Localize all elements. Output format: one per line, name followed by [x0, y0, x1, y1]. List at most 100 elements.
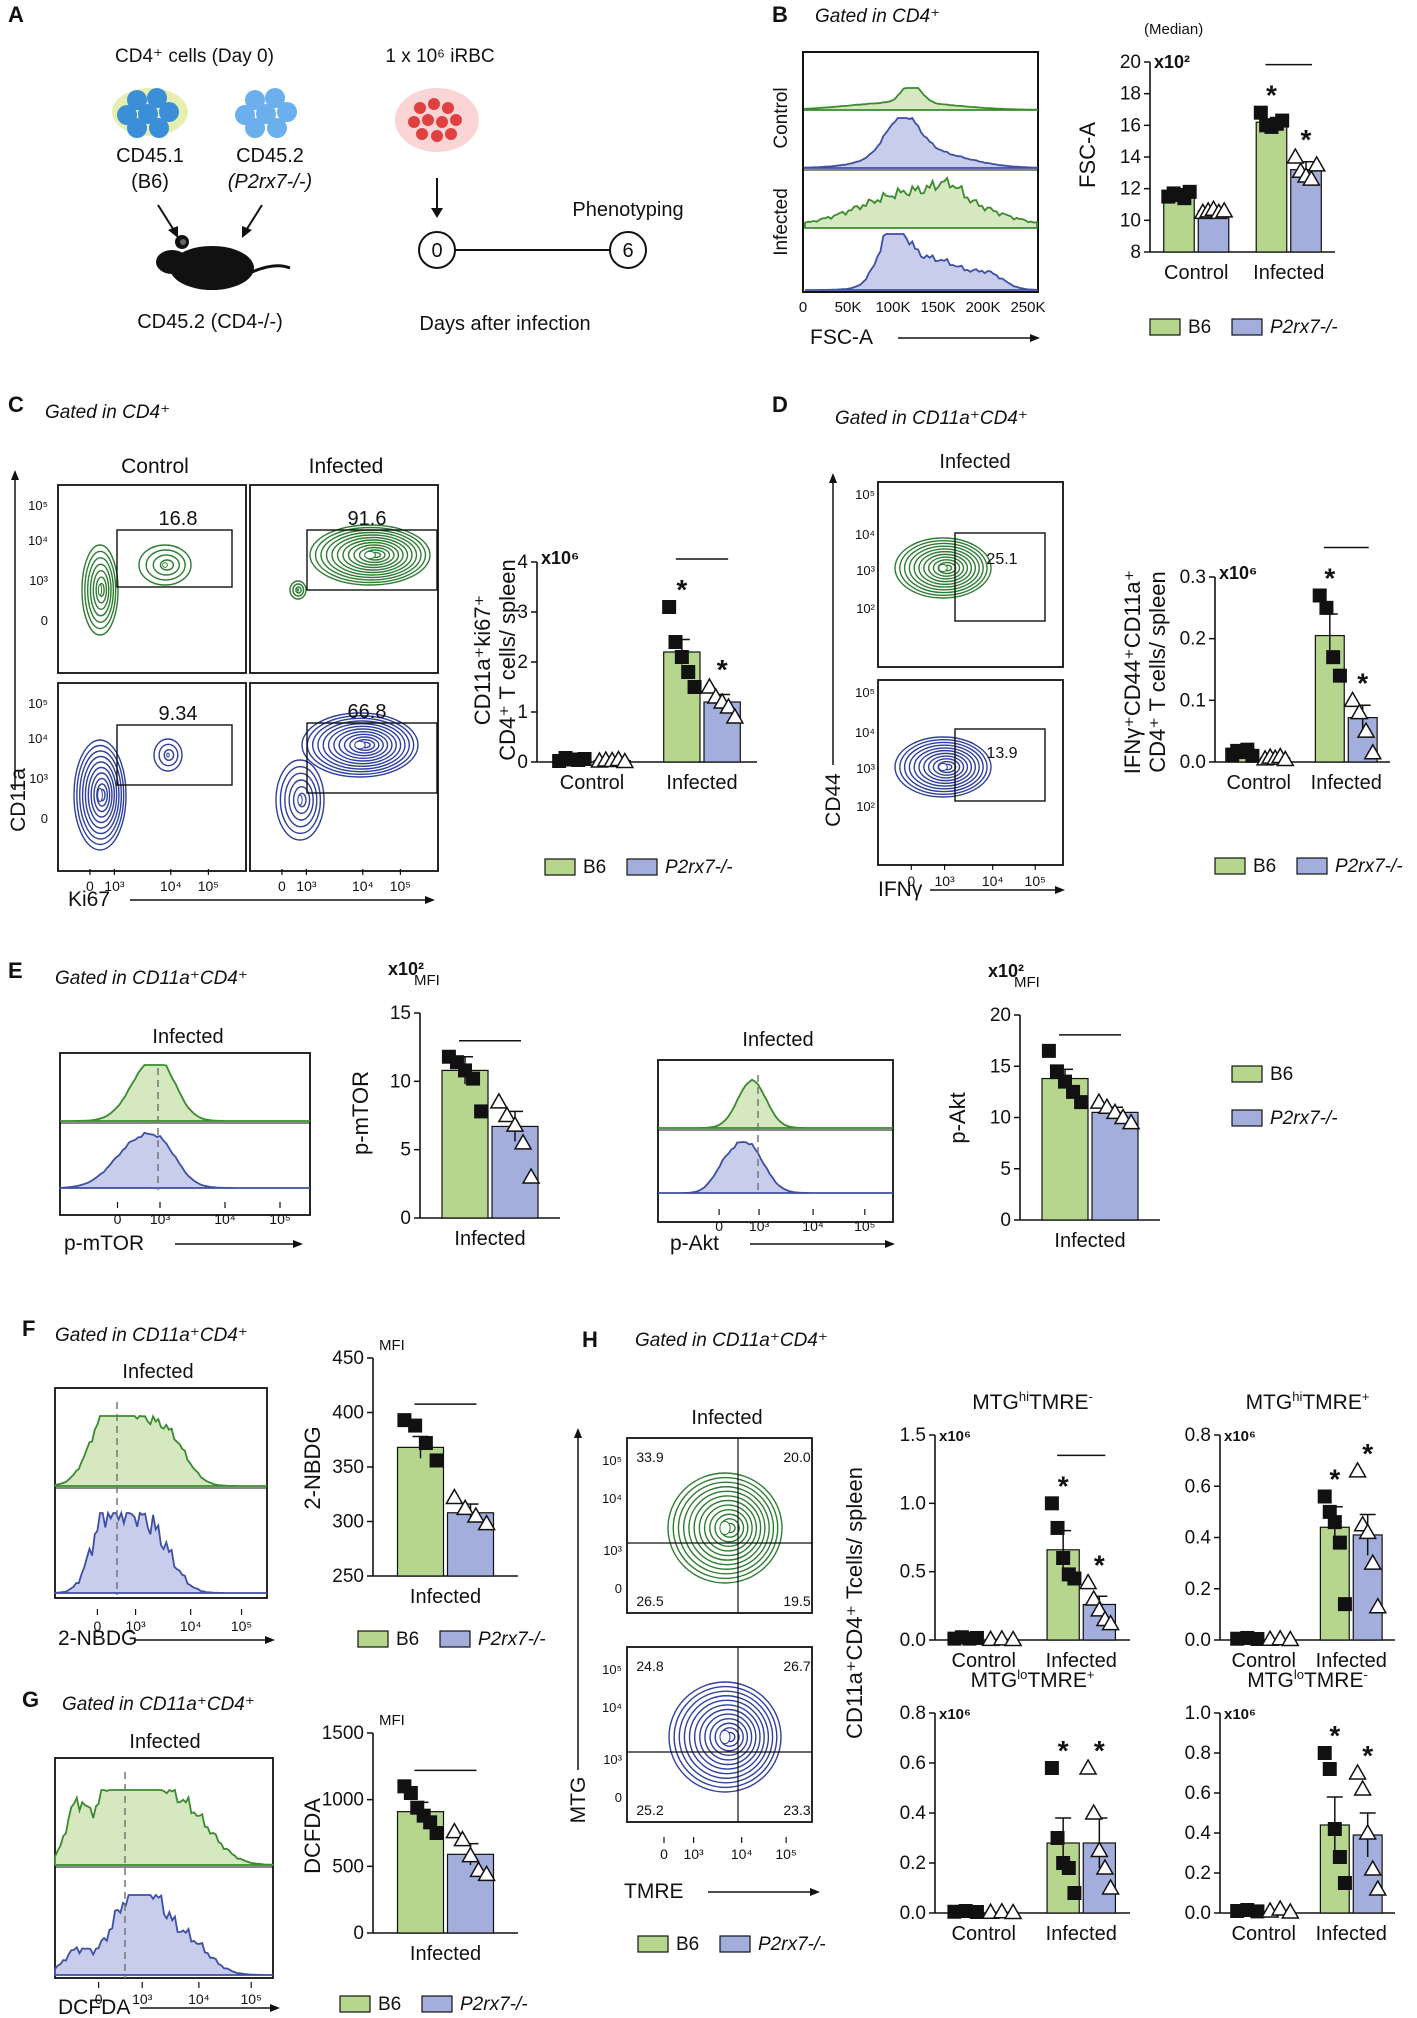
contour-line: [292, 785, 311, 815]
contour-line: [672, 1476, 779, 1580]
x-arrowhead-mtor: [293, 1240, 303, 1248]
contour-line: [79, 750, 123, 840]
data-point-b6: [1327, 1515, 1342, 1530]
contour-line: [682, 1486, 770, 1570]
data-point-ko: [1089, 1092, 1109, 1109]
contour-line: [927, 556, 965, 580]
x-tick-label: 0: [114, 1211, 122, 1227]
x-label-d: IFNγ: [878, 878, 923, 901]
chart-title: MTGloTMRE-: [1247, 1667, 1368, 1692]
y-tick-label: 2: [517, 652, 528, 673]
quadrant-value: 20.0: [783, 1449, 810, 1465]
contour-line: [275, 759, 325, 841]
x-tick-label: 10³: [683, 1846, 704, 1862]
data-point-b6: [1056, 1551, 1071, 1565]
histogram-g-ko: [54, 1893, 273, 1976]
y-tick-label: 4: [517, 552, 528, 573]
x-tick-label: 0: [94, 1618, 102, 1634]
panel-b: B Gated in CD4⁺ Control Infected 0 50K 100…: [771, 2, 1046, 349]
group-label-infected: Infected: [454, 1228, 525, 1250]
data-point-ko: [1084, 1803, 1103, 1820]
contour-line: [927, 755, 965, 779]
group-label-infected: Infected: [1046, 1923, 1117, 1945]
multiplier-label: x10²: [388, 959, 424, 979]
contour-line: [292, 583, 305, 597]
data-point-ko: [1368, 1597, 1388, 1614]
data-point-ko: [1003, 1902, 1023, 1920]
contour-line: [908, 744, 980, 790]
histogram-frame-akt: [657, 1059, 894, 1223]
contour-line: [138, 544, 192, 586]
y-tick-label: 10⁴: [28, 533, 48, 548]
y-axis-label: CD11a⁺ki67⁺: [470, 595, 495, 725]
data-point-b6: [681, 665, 696, 679]
legend: B6 P2rx7-/-: [637, 1934, 826, 1955]
data-point-b6: [474, 1104, 489, 1119]
data-point-ko: [453, 1830, 472, 1847]
contour-line: [93, 777, 111, 813]
bar-chart-h4: 0.0 0.2 0.4 0.6 0.8 1.0 x10⁶ Control Infected * * M…: [1185, 1667, 1395, 1945]
gate-e: Gated in CD11a⁺CD4⁺: [55, 968, 248, 989]
legend-label-ko: P2rx7-/-: [478, 1629, 546, 1650]
bar-chart-h1: 0.0 0.5 1.0 1.5 x10⁶ Control Infected * * MTGhiTM…: [900, 1389, 1130, 1672]
legend-swatch-b6: [1149, 318, 1181, 336]
legend-swatch-ko: [439, 1630, 471, 1648]
group-label-control: Control: [1232, 1650, 1296, 1672]
x-arrowhead-c: [425, 896, 435, 904]
panel-h: H Gated in CD11a⁺CD4⁺ Infected 33.9 20.0 2…: [567, 1327, 867, 1903]
x-tick-label: 10⁵: [1025, 873, 1046, 889]
x-tick-label: 10⁴: [214, 1211, 236, 1227]
data-point-ko: [1214, 201, 1234, 218]
quadrant-value: 26.5: [636, 1593, 663, 1609]
data-point-b6: [429, 1453, 444, 1468]
arrow-donor1: [157, 204, 176, 233]
host-label: CD45.2 (CD4-/-): [137, 311, 283, 333]
y-tick-label: 10: [390, 1071, 411, 1092]
chart-title: MTGloTMRE+: [971, 1667, 1095, 1692]
y-tick-label: 0.0: [1185, 1630, 1211, 1651]
y-tick-label: 10: [990, 1108, 1011, 1129]
x-label-g: DCFDA: [58, 1996, 130, 2018]
x-tick-label: 10⁴: [180, 1618, 202, 1634]
group-label-control: Control: [952, 1923, 1016, 1945]
unit-label: MFI: [1014, 974, 1040, 991]
x-tick-label: 0: [799, 299, 807, 316]
contour-line: [90, 772, 113, 818]
x-tick-label: 0: [907, 873, 915, 889]
contour-line: [81, 755, 120, 835]
contour-line: [673, 1685, 778, 1789]
y-tick-label: 250: [332, 1566, 364, 1587]
y-tick-label: 16: [1120, 115, 1141, 136]
significance-star: *: [1058, 1735, 1069, 1766]
contour-line: [301, 712, 419, 778]
unit-label: MFI: [414, 972, 440, 989]
data-point-ko: [1350, 703, 1369, 720]
multiplier-label: x10⁶: [1219, 563, 1257, 583]
x-tick-label: 200K: [965, 299, 1000, 316]
data-point-ko: [1113, 1107, 1133, 1125]
contour-line: [145, 549, 186, 581]
y-tick-label: 0: [400, 1208, 411, 1229]
x-tick-label: 10³: [132, 1991, 153, 2007]
contour-line: [314, 526, 427, 584]
contour-line: [693, 1704, 761, 1770]
x-tick-label: 10⁵: [269, 1211, 290, 1227]
group-label-infected: Infected: [1316, 1650, 1387, 1672]
contour-core: [166, 752, 170, 758]
y-tick-label: 10³: [29, 573, 48, 588]
legend-swatch-ko: [421, 1995, 453, 2013]
contour-line: [333, 728, 393, 762]
y-axis-label: p-Akt: [945, 1092, 970, 1143]
contour-line: [714, 1513, 745, 1543]
histogram-f-b6: [54, 1413, 267, 1487]
data-point-ko: [1084, 1589, 1103, 1606]
x-tick-label: 50K: [835, 299, 862, 316]
legend-swatch-b6: [1231, 1065, 1263, 1083]
histogram-control-ko: [804, 116, 1038, 169]
legend-swatch-ko: [1296, 857, 1328, 875]
y-tick-label: 12: [1120, 179, 1141, 200]
y-tick-label: 15: [990, 1056, 1011, 1077]
y-label-c: CD11a: [7, 768, 30, 832]
x-arrowhead-b: [1030, 334, 1040, 342]
contour-line: [714, 1722, 744, 1752]
